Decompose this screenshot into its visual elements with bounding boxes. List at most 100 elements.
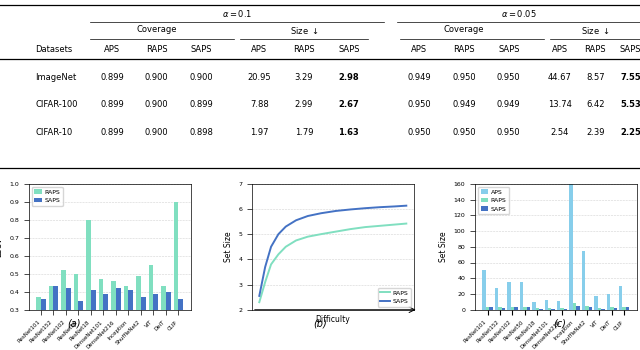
SAPS: [403, 204, 410, 208]
Text: APS: APS: [104, 46, 120, 55]
Bar: [557, 301, 561, 310]
Text: RAPS: RAPS: [453, 46, 475, 55]
Bar: [552, 309, 555, 310]
RAPS: [317, 232, 325, 236]
Legend: APS, RAPS, SAPS: APS, RAPS, SAPS: [478, 187, 509, 214]
Text: 20.95: 20.95: [248, 74, 271, 83]
RAPS: [304, 234, 312, 239]
Bar: [564, 309, 568, 310]
SAPS: [275, 232, 282, 236]
Bar: [91, 290, 95, 350]
RAPS: [362, 225, 369, 229]
Bar: [585, 306, 589, 310]
Bar: [136, 275, 141, 350]
Text: 0.900: 0.900: [145, 100, 168, 109]
X-axis label: Difficulty: Difficulty: [316, 315, 350, 324]
SAPS: [362, 206, 369, 210]
Bar: [148, 265, 154, 350]
RAPS: [292, 238, 300, 243]
SAPS: [390, 204, 398, 209]
Text: 2.39: 2.39: [586, 128, 604, 137]
Y-axis label: Set Size: Set Size: [439, 231, 448, 262]
Bar: [66, 288, 70, 350]
Bar: [486, 307, 490, 310]
Bar: [576, 306, 580, 310]
Text: Datasets: Datasets: [35, 46, 72, 55]
Text: 7.88: 7.88: [250, 100, 269, 109]
Bar: [610, 307, 614, 310]
Bar: [499, 307, 502, 310]
Text: 0.899: 0.899: [100, 128, 124, 137]
Text: 2.98: 2.98: [339, 74, 359, 83]
Bar: [495, 288, 499, 310]
Text: 8.57: 8.57: [586, 74, 605, 83]
SAPS: [317, 211, 325, 215]
Text: 2.25: 2.25: [620, 128, 640, 137]
Bar: [41, 299, 45, 350]
Bar: [573, 303, 576, 310]
Bar: [523, 307, 527, 310]
Bar: [173, 202, 179, 350]
Text: 1.63: 1.63: [339, 128, 359, 137]
Text: 6.42: 6.42: [586, 100, 604, 109]
Bar: [594, 295, 598, 310]
Bar: [607, 294, 610, 310]
SAPS: [332, 209, 340, 213]
Text: 0.950: 0.950: [408, 128, 431, 137]
SAPS: [261, 265, 269, 269]
Text: 3.29: 3.29: [295, 74, 313, 83]
Text: Size $\downarrow$: Size $\downarrow$: [581, 26, 609, 36]
Text: (b): (b): [313, 318, 327, 328]
Bar: [74, 274, 79, 350]
Text: 0.899: 0.899: [189, 100, 214, 109]
Bar: [49, 286, 53, 350]
RAPS: [255, 300, 263, 304]
Bar: [490, 307, 493, 310]
RAPS: [347, 227, 355, 231]
RAPS: [268, 262, 275, 266]
Text: 0.950: 0.950: [452, 128, 476, 137]
Legend: RAPS, SAPS: RAPS, SAPS: [378, 288, 410, 307]
Bar: [561, 308, 564, 310]
Text: SAPS: SAPS: [191, 46, 212, 55]
Bar: [508, 282, 511, 310]
Bar: [53, 286, 58, 350]
Text: 0.950: 0.950: [497, 128, 520, 137]
Text: 0.898: 0.898: [189, 128, 214, 137]
Text: 0.950: 0.950: [497, 74, 520, 83]
Bar: [589, 307, 592, 310]
Text: SAPS: SAPS: [338, 46, 360, 55]
RAPS: [390, 223, 398, 227]
Text: RAPS: RAPS: [146, 46, 168, 55]
Text: Size $\downarrow$: Size $\downarrow$: [290, 26, 318, 36]
Line: SAPS: SAPS: [259, 206, 406, 296]
Text: 0.949: 0.949: [452, 100, 476, 109]
Text: (c): (c): [554, 318, 566, 328]
Bar: [116, 288, 121, 350]
Bar: [111, 281, 116, 350]
Bar: [104, 294, 108, 350]
Bar: [161, 286, 166, 350]
Bar: [545, 300, 548, 310]
RAPS: [332, 230, 340, 234]
Bar: [536, 308, 539, 310]
Bar: [141, 297, 146, 350]
Bar: [598, 308, 601, 310]
Text: 5.53: 5.53: [620, 100, 640, 109]
Text: 2.67: 2.67: [339, 100, 359, 109]
Line: RAPS: RAPS: [259, 224, 406, 302]
Text: 0.899: 0.899: [100, 74, 124, 83]
Bar: [570, 184, 573, 310]
SAPS: [347, 207, 355, 211]
Bar: [539, 309, 543, 310]
Bar: [511, 307, 514, 310]
Bar: [532, 302, 536, 310]
Text: 13.74: 13.74: [548, 100, 572, 109]
Bar: [154, 294, 158, 350]
Text: SAPS: SAPS: [620, 46, 640, 55]
Text: $\alpha = 0.1$: $\alpha = 0.1$: [221, 8, 252, 19]
Text: 0.950: 0.950: [408, 100, 431, 109]
Bar: [483, 270, 486, 310]
SAPS: [376, 205, 384, 209]
Text: 0.900: 0.900: [145, 74, 168, 83]
